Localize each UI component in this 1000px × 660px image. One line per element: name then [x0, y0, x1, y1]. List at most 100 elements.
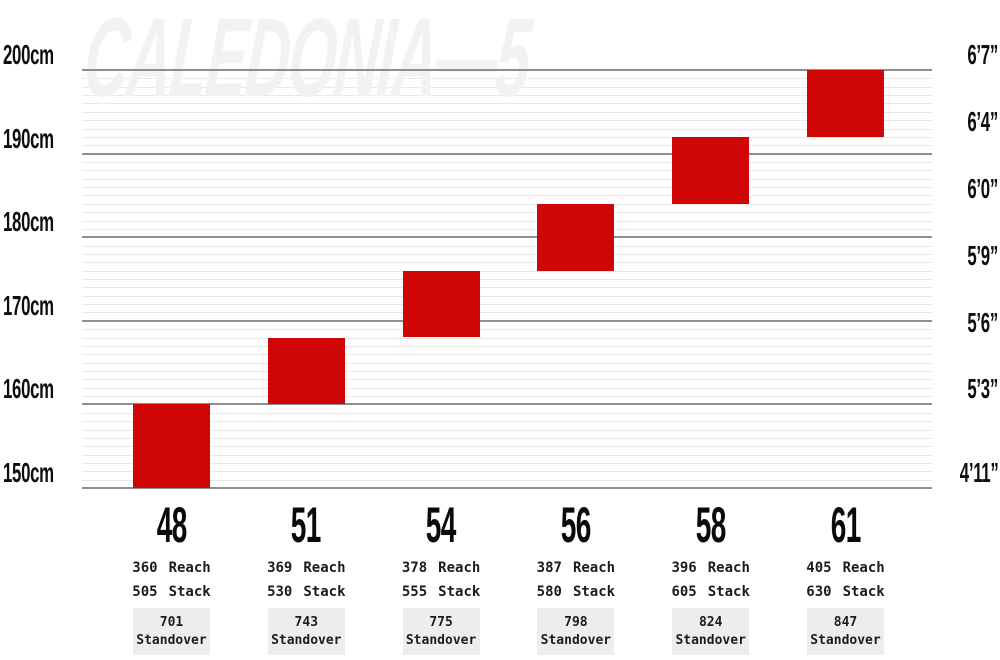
- axis-left-tick-150cm: 150cm: [3, 457, 54, 488]
- reach-label: Reach: [168, 560, 211, 576]
- gridline-minor: [82, 78, 932, 80]
- axis-left-tick-190cm: 190cm: [3, 122, 54, 154]
- standover-label: Standover: [136, 633, 207, 648]
- gridline-minor: [82, 396, 932, 397]
- axis-right-tick-4ft11: 4’11”: [959, 457, 998, 488]
- size-label: 58: [695, 497, 727, 553]
- reach-value: 378: [401, 560, 428, 576]
- gridline-minor: [82, 462, 932, 464]
- stack-value: 530: [267, 584, 293, 600]
- stack-spec: 605 Stack: [671, 584, 749, 601]
- reach-spec: 360 Reach: [132, 560, 210, 577]
- reach-spec: 396 Reach: [671, 560, 749, 577]
- gridline-major: [82, 319, 932, 322]
- gridline-minor: [82, 279, 932, 280]
- reach-value: 396: [671, 560, 697, 576]
- gridline-minor: [82, 287, 932, 289]
- axis-right-tick-5ft3: 5’3”: [967, 373, 998, 405]
- gridline-minor: [82, 371, 932, 372]
- gridline-minor: [82, 429, 932, 431]
- gridline-minor: [82, 220, 932, 222]
- size-block-51: [267, 337, 345, 405]
- gridline-minor: [82, 103, 932, 105]
- gridline-major: [82, 236, 932, 239]
- size-block-54: [402, 270, 480, 338]
- gridline-minor: [82, 304, 932, 306]
- gridline-minor: [82, 337, 932, 339]
- size-column-51: 51 369 Reach 530 Stack 743 Standover: [238, 500, 374, 655]
- gridline-minor: [82, 86, 932, 88]
- gridline-minor: [82, 471, 932, 473]
- gridline-minor: [82, 387, 932, 389]
- gridline-major: [82, 487, 932, 489]
- axis-right-tick-6ft4: 6’4”: [967, 105, 998, 137]
- size-label: 56: [560, 497, 592, 553]
- standover-box: 798 Standover: [537, 608, 615, 655]
- stack-value: 605: [671, 584, 697, 600]
- standover-label: Standover: [405, 633, 477, 648]
- gridline-minor: [82, 437, 932, 439]
- gridline-minor: [82, 228, 932, 230]
- stack-spec: 555 Stack: [402, 584, 480, 601]
- size-block-58: [672, 136, 750, 204]
- axis-left-tick-180cm: 180cm: [3, 206, 54, 238]
- standover-box: 824 Standover: [672, 608, 750, 655]
- size-column-54: 54 378 Reach 555 Stack 775 Standover: [373, 500, 509, 655]
- reach-spec: 369 Reach: [267, 560, 345, 577]
- gridline-minor: [82, 195, 932, 197]
- size-column-48: 48 360 Reach 505 Stack 701 Standover: [104, 500, 240, 655]
- axis-left-tick-200cm: 200cm: [3, 39, 54, 70]
- axis-left-tick-170cm: 170cm: [3, 289, 54, 321]
- size-label: 61: [830, 497, 861, 553]
- size-column-61: 61 405 Reach 630 Stack 847 Standover: [778, 500, 914, 655]
- gridline-minor: [82, 120, 932, 122]
- standover-box: 775 Standover: [402, 608, 480, 655]
- standover-label: Standover: [540, 633, 612, 648]
- axis-right-tick-6ft0: 6’0”: [967, 172, 998, 204]
- gridline-minor: [82, 270, 932, 272]
- standover-value: 743: [294, 615, 319, 630]
- gridline-minor: [82, 212, 932, 214]
- gridline-major: [82, 403, 932, 406]
- gridline-minor: [82, 136, 932, 138]
- gridline-minor: [82, 312, 932, 314]
- stack-label: Stack: [707, 584, 750, 600]
- watermark-title: CALEDONIA—5: [79, 0, 535, 120]
- stack-value: 580: [536, 584, 562, 600]
- stack-value: 505: [132, 584, 158, 600]
- reach-spec: 387 Reach: [537, 560, 615, 577]
- reach-label: Reach: [303, 560, 346, 576]
- reach-label: Reach: [842, 560, 885, 576]
- size-column-58: 58 396 Reach 605 Stack 824 Standover: [643, 500, 779, 655]
- reach-spec: 405 Reach: [806, 560, 884, 577]
- gridline-minor: [82, 295, 932, 297]
- gridline-minor: [82, 421, 932, 423]
- standover-value: 798: [564, 615, 588, 630]
- reach-spec: 378 Reach: [402, 560, 480, 577]
- standover-box: 847 Standover: [807, 608, 884, 655]
- reach-value: 369: [267, 560, 293, 576]
- gridline-minor: [82, 345, 932, 347]
- gridline-minor: [82, 262, 932, 264]
- gridline-minor: [82, 178, 932, 180]
- stack-label: Stack: [168, 584, 211, 600]
- gridline-minor: [82, 111, 932, 113]
- reach-label: Reach: [438, 560, 481, 576]
- standover-label: Standover: [271, 633, 342, 648]
- size-block-61: [807, 70, 884, 137]
- size-block-48: [133, 404, 210, 488]
- stack-value: 630: [806, 584, 832, 600]
- size-column-56: 56 387 Reach 580 Stack 798 Standover: [508, 500, 644, 655]
- standover-box: 743 Standover: [267, 608, 345, 655]
- stack-label: Stack: [572, 584, 616, 600]
- stack-spec: 630 Stack: [806, 584, 884, 601]
- reach-value: 387: [536, 560, 562, 576]
- stack-spec: 505 Stack: [132, 584, 210, 601]
- gridline-minor: [82, 203, 932, 205]
- standover-value: 847: [833, 615, 858, 630]
- gridline-minor: [82, 187, 932, 188]
- gridline-minor: [82, 162, 932, 163]
- gridline-minor: [82, 354, 932, 356]
- gridline-minor: [82, 128, 932, 130]
- gridline-minor: [82, 245, 932, 247]
